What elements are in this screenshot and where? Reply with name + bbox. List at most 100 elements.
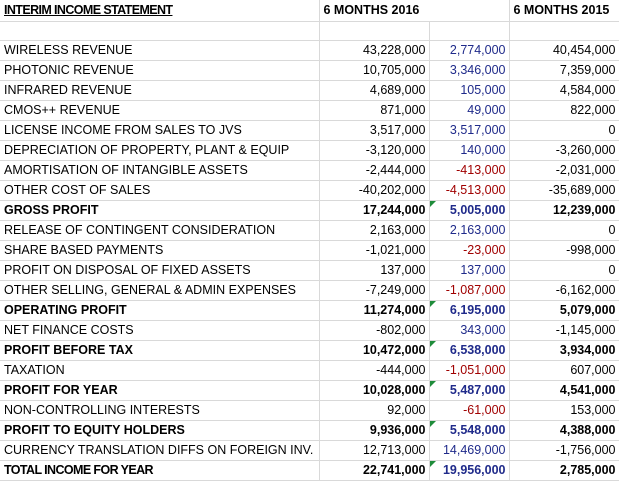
difference-cell[interactable]: 2,163,000 [429,220,510,241]
row-label-cell[interactable]: PROFIT BEFORE TAX [0,340,320,361]
value-2016-cell[interactable]: -40,202,000 [319,180,430,201]
row-label-cell[interactable]: INFRARED REVENUE [0,80,320,101]
value-2016-cell[interactable]: 2,163,000 [319,220,430,241]
value-2015-cell[interactable]: -998,000 [509,240,619,261]
value-2016-cell[interactable]: -7,249,000 [319,280,430,301]
row-label-cell[interactable]: AMORTISATION OF INTANGIBLE ASSETS [0,160,320,181]
difference-cell[interactable]: 6,195,000 [429,300,510,321]
value-2015-cell[interactable]: 3,934,000 [509,340,619,361]
row-label-cell[interactable]: CMOS++ REVENUE [0,100,320,121]
value-2015-cell[interactable]: 0 [509,120,619,141]
value-2015-cell[interactable]: 2,785,000 [509,460,619,481]
difference-cell[interactable]: 6,538,000 [429,340,510,361]
difference-cell[interactable]: 3,517,000 [429,120,510,141]
difference-cell[interactable]: -4,513,000 [429,180,510,201]
difference-cell[interactable]: 343,000 [429,320,510,341]
empty-cell[interactable] [509,21,619,41]
table-row: NET FINANCE COSTS -802,000 343,000 -1,145,0… [0,320,619,341]
value-2015-cell[interactable]: -1,756,000 [509,440,619,461]
row-label-cell[interactable]: SHARE BASED PAYMENTS [0,240,320,261]
difference-cell[interactable]: -23,000 [429,240,510,261]
value-2016-cell[interactable]: -1,021,000 [319,240,430,261]
value-2016-cell[interactable]: -444,000 [319,360,430,381]
value-2016-cell[interactable]: 17,244,000 [319,200,430,221]
table-row: PROFIT TO EQUITY HOLDERS 9,936,000 5,548,0… [0,420,619,441]
row-label-cell[interactable]: TOTAL INCOME FOR YEAR [0,460,320,481]
header-row: INTERIM INCOME STATEMENT 6 MONTHS 2016 6… [0,0,619,22]
row-label-cell[interactable]: WIRELESS REVENUE [0,40,320,61]
value-2015-cell[interactable]: 5,079,000 [509,300,619,321]
value-2015-cell[interactable]: -1,145,000 [509,320,619,341]
difference-cell[interactable]: 2,774,000 [429,40,510,61]
value-2015-cell[interactable]: 7,359,000 [509,60,619,81]
difference-cell[interactable]: 14,469,000 [429,440,510,461]
value-2016-cell[interactable]: 43,228,000 [319,40,430,61]
row-label-cell[interactable]: PROFIT ON DISPOSAL OF FIXED ASSETS [0,260,320,281]
value-2016-cell[interactable]: 12,713,000 [319,440,430,461]
value-2015-cell[interactable]: 12,239,000 [509,200,619,221]
value-2016-cell[interactable]: -802,000 [319,320,430,341]
row-label-cell[interactable]: NON-CONTROLLING INTERESTS [0,400,320,421]
value-2016-cell[interactable]: 22,741,000 [319,460,430,481]
difference-cell[interactable]: -61,000 [429,400,510,421]
difference-cell[interactable]: 5,487,000 [429,380,510,401]
value-2015-cell[interactable]: 0 [509,260,619,281]
row-label-cell[interactable]: PROFIT FOR YEAR [0,380,320,401]
difference-cell[interactable]: 5,005,000 [429,200,510,221]
value-2016-cell[interactable]: 10,472,000 [319,340,430,361]
row-label-cell[interactable]: GROSS PROFIT [0,200,320,221]
row-label-cell[interactable]: OTHER COST OF SALES [0,180,320,201]
row-label-cell[interactable]: NET FINANCE COSTS [0,320,320,341]
value-2016-cell[interactable]: -2,444,000 [319,160,430,181]
difference-cell[interactable]: 49,000 [429,100,510,121]
value-2016-cell[interactable]: 9,936,000 [319,420,430,441]
value-2016-cell[interactable]: 4,689,000 [319,80,430,101]
row-label-cell[interactable]: OTHER SELLING, GENERAL & ADMIN EXPENSES [0,280,320,301]
value-2015-cell[interactable]: 40,454,000 [509,40,619,61]
value-2015-cell[interactable]: 0 [509,220,619,241]
value-2016-cell[interactable]: 10,705,000 [319,60,430,81]
value-2015-cell[interactable]: 607,000 [509,360,619,381]
value-2016-cell[interactable]: -3,120,000 [319,140,430,161]
sheet-title[interactable]: INTERIM INCOME STATEMENT [0,0,320,22]
empty-cell[interactable] [319,21,430,41]
value-2016-cell[interactable]: 92,000 [319,400,430,421]
empty-cell[interactable] [429,21,510,41]
value-2016-cell[interactable]: 10,028,000 [319,380,430,401]
value-2016-cell[interactable]: 137,000 [319,260,430,281]
value-2015-cell[interactable]: 4,388,000 [509,420,619,441]
difference-cell[interactable]: 5,548,000 [429,420,510,441]
table-row: OTHER SELLING, GENERAL & ADMIN EXPENSES -… [0,280,619,301]
table-row: AMORTISATION OF INTANGIBLE ASSETS -2,444,… [0,160,619,181]
empty-cell[interactable] [0,21,320,41]
difference-cell[interactable]: 19,956,000 [429,460,510,481]
difference-cell[interactable]: 105,000 [429,80,510,101]
value-2016-cell[interactable]: 11,274,000 [319,300,430,321]
value-2015-cell[interactable]: 4,584,000 [509,80,619,101]
row-label-cell[interactable]: PHOTONIC REVENUE [0,60,320,81]
difference-cell[interactable]: -1,087,000 [429,280,510,301]
column-header-2016[interactable]: 6 MONTHS 2016 [319,0,510,22]
difference-cell[interactable]: 3,346,000 [429,60,510,81]
value-2015-cell[interactable]: -3,260,000 [509,140,619,161]
row-label-cell[interactable]: CURRENCY TRANSLATION DIFFS ON FOREIGN IN… [0,440,320,461]
row-label-cell[interactable]: OPERATING PROFIT [0,300,320,321]
value-2015-cell[interactable]: 822,000 [509,100,619,121]
value-2015-cell[interactable]: 153,000 [509,400,619,421]
value-2015-cell[interactable]: -6,162,000 [509,280,619,301]
value-2016-cell[interactable]: 871,000 [319,100,430,121]
row-label-cell[interactable]: LICENSE INCOME FROM SALES TO JVS [0,120,320,141]
difference-cell[interactable]: -413,000 [429,160,510,181]
value-2015-cell[interactable]: -35,689,000 [509,180,619,201]
row-label-cell[interactable]: DEPRECIATION OF PROPERTY, PLANT & EQUIP [0,140,320,161]
row-label-cell[interactable]: RELEASE OF CONTINGENT CONSIDERATION [0,220,320,241]
column-header-2015[interactable]: 6 MONTHS 2015 [509,0,619,22]
difference-cell[interactable]: 140,000 [429,140,510,161]
row-label-cell[interactable]: PROFIT TO EQUITY HOLDERS [0,420,320,441]
value-2016-cell[interactable]: 3,517,000 [319,120,430,141]
value-2015-cell[interactable]: -2,031,000 [509,160,619,181]
value-2015-cell[interactable]: 4,541,000 [509,380,619,401]
difference-cell[interactable]: 137,000 [429,260,510,281]
row-label-cell[interactable]: TAXATION [0,360,320,381]
difference-cell[interactable]: -1,051,000 [429,360,510,381]
